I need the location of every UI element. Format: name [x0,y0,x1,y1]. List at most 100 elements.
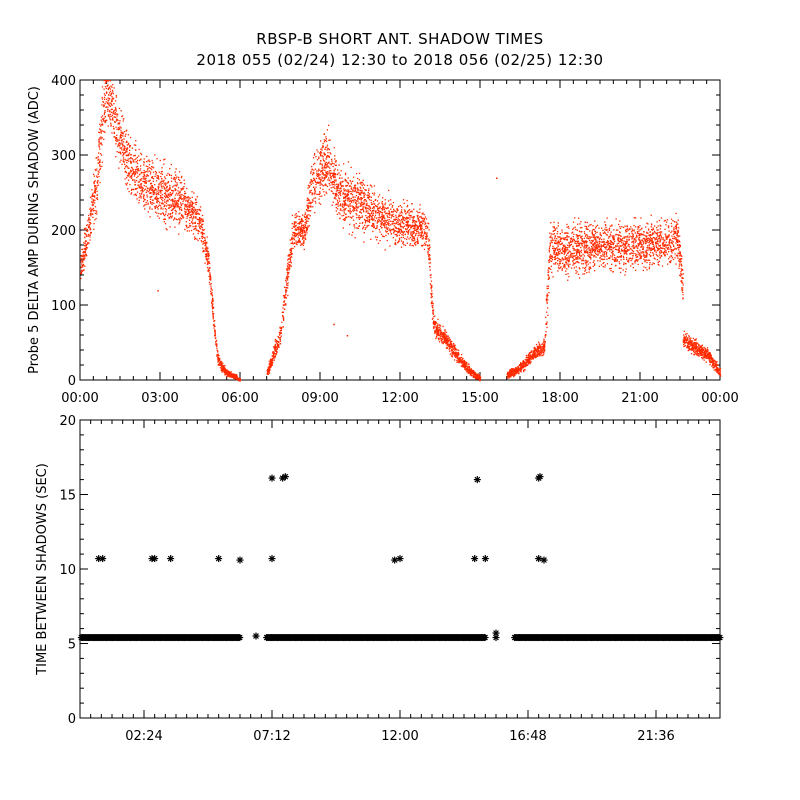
data-point [385,220,387,222]
data-point [314,190,316,192]
data-point [85,254,87,256]
data-point [307,226,309,229]
data-point [364,188,366,191]
data-point [292,238,294,240]
data-point [157,197,159,200]
data-point [83,259,85,261]
data-point [136,169,138,171]
data-point [440,337,442,340]
data-point [188,206,190,208]
data-point [432,304,434,307]
data-point [165,193,167,195]
data-point [442,325,444,328]
data-point [614,240,616,242]
data-point [382,215,384,217]
data-point [361,204,364,206]
data-point [133,172,135,175]
data-point [143,177,145,179]
data-point [402,199,405,201]
data-point [343,163,345,165]
data-point [181,215,183,217]
data-point [343,188,345,190]
data-point [202,220,204,222]
data-point [320,170,323,173]
data-point [129,183,131,186]
data-point [360,212,362,214]
data-point [313,172,315,174]
data-point [335,198,337,200]
data-point [297,222,299,225]
data-point [100,125,102,127]
data-point [427,252,429,254]
data-point [128,152,131,154]
data-point [343,218,346,220]
data-point [149,160,151,163]
data-point [194,236,196,238]
data-point [106,85,109,87]
data-point [323,160,326,162]
data-point [411,203,413,205]
data-point [285,290,287,292]
data-point [223,368,226,370]
data-point [100,116,103,118]
data-point [414,243,416,245]
data-point [286,269,289,272]
data-point [196,213,199,215]
data-point [120,127,122,129]
data-point [320,160,322,162]
data-point [211,306,214,308]
data-point [428,253,430,256]
data-point [399,205,401,207]
data-point [303,230,305,232]
data-point [397,232,399,234]
data-point [109,118,111,120]
data-point [341,205,344,208]
data-point [136,187,138,189]
data-point [362,202,364,204]
data-point [280,328,282,330]
data-point [385,213,387,215]
data-point [203,250,205,253]
data-point [235,377,237,379]
data-point [360,189,362,192]
data-point [195,229,197,231]
data-point [200,222,202,224]
data-point [93,223,95,225]
data-point [108,98,111,100]
data-point [126,155,128,157]
data-point [398,234,400,236]
data-point [286,284,288,286]
data-point [399,224,401,226]
data-point [637,250,639,252]
data-point [201,235,203,238]
data-point [82,256,84,258]
data-point [421,245,423,247]
data-point [175,194,177,196]
data-point [174,206,176,208]
data-point [114,107,117,109]
data-point [426,227,429,229]
data-point [411,211,413,213]
data-point [142,180,144,183]
data-point [135,188,137,190]
data-point [377,209,379,211]
data-point [197,218,199,221]
data-point [90,231,92,234]
data-point [139,195,141,197]
data-point [314,188,316,191]
data-point [595,253,598,255]
data-point [437,323,439,325]
data-point [441,332,443,334]
data-point [193,210,195,213]
data-point [83,254,86,257]
data-point [176,204,178,207]
data-point [437,318,439,320]
data-point [377,204,379,206]
data-point [191,210,193,213]
data-point [339,192,341,194]
data-point [435,326,437,328]
data-point [386,239,388,242]
data-point [267,373,269,375]
data-point [469,368,471,371]
data-point [144,178,146,180]
